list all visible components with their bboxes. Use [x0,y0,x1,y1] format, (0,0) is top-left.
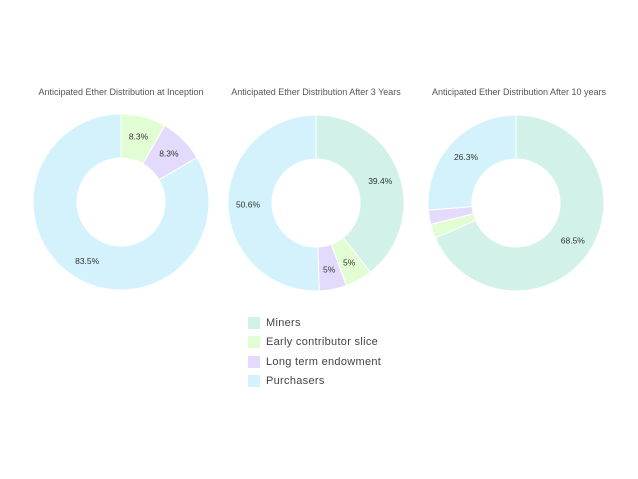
slice-purchasers [427,114,517,211]
legend: Miners Early contributor slice Long term e… [248,313,381,391]
data-label-long-term-endowment: 8.3% [159,149,179,159]
data-label-purchasers: 83.5% [75,256,100,266]
slice-purchasers [32,113,210,291]
legend-label: Long term endowment [266,355,382,368]
legend-swatch [248,375,260,388]
data-label-purchasers: 26.3% [454,152,479,162]
legend-swatch [248,316,260,329]
slice-miners [434,114,605,292]
legend-item-early-contributor-slice: Early contributor slice [248,333,381,353]
legend-label: Purchasers [266,375,325,388]
data-label-miners: 39.4% [368,176,393,186]
donut-chart-1: Anticipated Ether Distribution at Incept… [32,87,210,291]
legend-swatch [248,336,260,349]
slice-purchasers [227,114,320,292]
data-label-purchasers: 50.6% [236,199,261,209]
data-label-early-contributor-slice: 8.3% [129,131,149,141]
legend-item-miners: Miners [248,313,381,333]
legend-item-purchasers: Purchasers [248,372,381,392]
donut-chart-2: Anticipated Ether Distribution After 3 Y… [227,87,405,292]
legend-swatch [248,355,260,368]
data-label-miners: 68.5% [561,235,586,245]
legend-label: Early contributor slice [266,336,379,349]
chart-title: Anticipated Ether Distribution After 10 … [432,87,607,97]
slice-miners [315,114,405,273]
legend-item-long-term-endowment: Long term endowment [248,352,381,372]
legend-label: Miners [266,316,301,329]
donut-chart-3: Anticipated Ether Distribution After 10 … [427,87,607,292]
chart-title: Anticipated Ether Distribution at Incept… [38,87,203,97]
data-label-early-contributor-slice: 5% [343,257,356,267]
chart-title: Anticipated Ether Distribution After 3 Y… [231,87,401,97]
data-label-long-term-endowment: 5% [323,265,336,275]
